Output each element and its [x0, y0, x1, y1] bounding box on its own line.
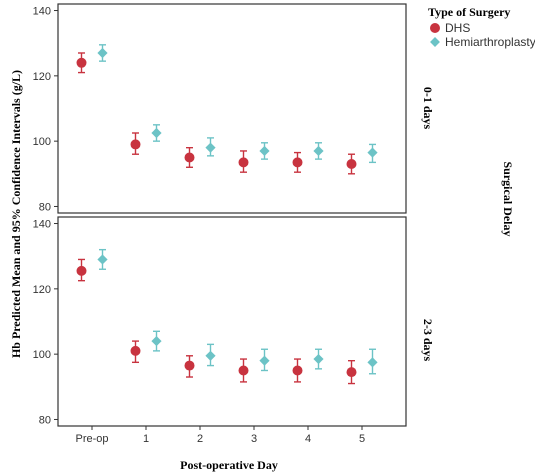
y-tick-label: 80	[39, 201, 51, 213]
legend-dhs-marker	[430, 23, 440, 33]
hemiarthroplasty-point	[367, 357, 378, 368]
x-ticks: Pre-op 1 2 3 4 5	[75, 426, 365, 445]
dhs-point	[130, 345, 141, 356]
x-tick-label: Pre-op	[75, 433, 108, 445]
y-ticks: 80 100 120 140 80 100 120 140	[33, 6, 58, 426]
dhs-point	[292, 157, 303, 168]
y-tick-label: 80	[39, 414, 51, 426]
x-tick-label: 4	[305, 433, 311, 445]
hemiarthroplasty-point	[367, 147, 378, 158]
y-tick-label: 100	[33, 349, 51, 361]
hemiarthroplasty-point	[151, 336, 162, 347]
y-axis-label: Hb Predicted Mean and 95% Confidence Int…	[9, 70, 23, 358]
dhs-point	[76, 265, 87, 276]
panel-top-marks	[76, 44, 378, 175]
panel-bottom-marks	[76, 248, 378, 385]
facet-label: Surgical Delay	[501, 162, 515, 237]
legend-title: Type of Surgery	[428, 5, 510, 19]
legend-dhs-label: DHS	[445, 21, 470, 35]
panel-frame-bottom	[57, 216, 407, 427]
hemiarthroplasty-point	[313, 145, 324, 157]
hemiarthroplasty-point	[97, 254, 108, 265]
x-tick-label: 2	[197, 433, 203, 445]
panel-frame-top	[57, 3, 407, 214]
dhs-point	[130, 139, 141, 150]
y-tick-label: 100	[33, 136, 51, 148]
hemiarthroplasty-point	[97, 47, 108, 59]
hemiarthroplasty-point	[259, 145, 270, 157]
dhs-point	[184, 360, 195, 371]
x-tick-label: 3	[251, 433, 257, 445]
legend: Type of Surgery DHS Hemiarthroplasty	[428, 5, 535, 49]
dhs-point	[238, 157, 249, 168]
hemiarthroplasty-point	[205, 142, 216, 153]
x-tick-label: 1	[143, 433, 149, 445]
hemiarthroplasty-point	[151, 127, 162, 139]
dhs-point	[346, 159, 357, 170]
legend-hemi-label: Hemiarthroplasty	[445, 35, 535, 49]
hemiarthroplasty-point	[313, 353, 324, 365]
panel-label-bottom: 2-3 days	[421, 319, 435, 362]
dhs-point	[346, 367, 357, 378]
x-axis-label: Post-operative Day	[180, 458, 278, 472]
dhs-point	[292, 365, 303, 376]
dhs-point	[184, 152, 195, 163]
legend-hemi-marker	[430, 37, 440, 47]
hemiarthroplasty-point	[205, 350, 216, 361]
hemiarthroplasty-point	[259, 355, 270, 366]
dhs-point	[76, 57, 87, 68]
y-tick-label: 140	[33, 6, 51, 18]
y-tick-label: 120	[33, 71, 51, 83]
panel-label-top: 0-1 days	[421, 87, 435, 130]
y-tick-label: 140	[33, 219, 51, 231]
dhs-point	[238, 365, 249, 376]
y-tick-label: 120	[33, 284, 51, 296]
x-tick-label: 5	[359, 433, 365, 445]
